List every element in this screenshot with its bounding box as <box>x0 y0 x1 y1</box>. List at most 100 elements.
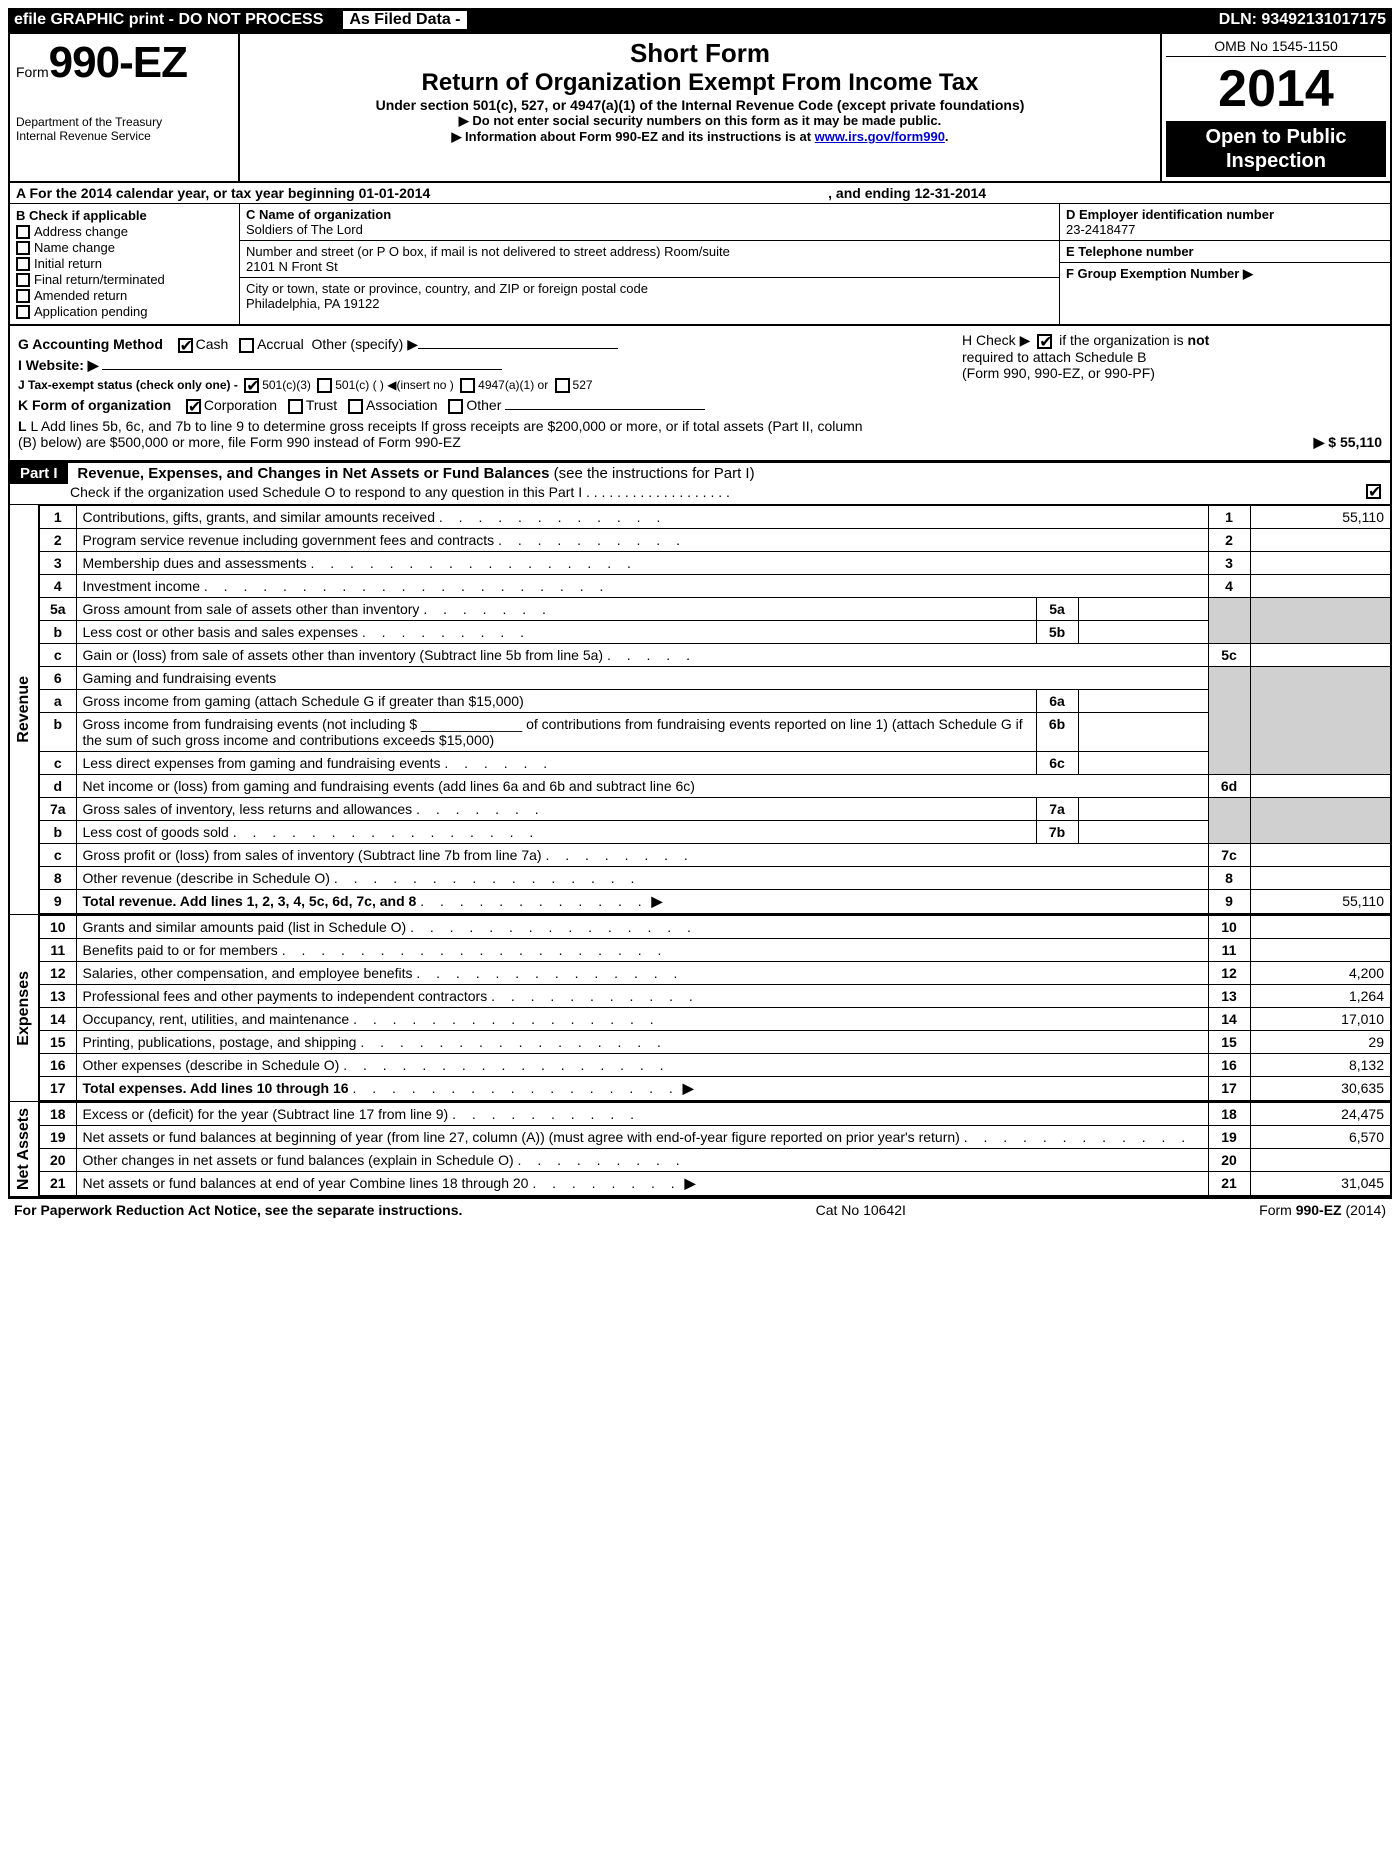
omb-number: OMB No 1545-1150 <box>1166 38 1386 57</box>
ln-4-num: 4 <box>40 575 76 598</box>
part1-sub-text: Check if the organization used Schedule … <box>70 484 730 500</box>
ln-17-desc: Total expenses. Add lines 10 through 16 <box>83 1080 349 1096</box>
line-11: 11Benefits paid to or for members . . . … <box>40 939 1390 962</box>
col-b-checklist: B Check if applicable Address change Nam… <box>10 204 240 324</box>
ln-6c-mv <box>1078 752 1208 775</box>
g-lbl: G Accounting Method <box>18 336 163 352</box>
note-ssn: ▶ Do not enter social security numbers o… <box>250 113 1150 129</box>
chk-cash[interactable] <box>178 338 193 353</box>
chk-501c[interactable] <box>317 378 332 393</box>
ln-7c-val <box>1250 844 1390 867</box>
chk-final-return[interactable]: Final return/terminated <box>16 272 233 287</box>
h-not: not <box>1188 332 1210 348</box>
line-15: 15Printing, publications, postage, and s… <box>40 1031 1390 1054</box>
chk-h-not-required[interactable] <box>1037 334 1052 349</box>
ln-19-val: 6,570 <box>1250 1126 1390 1149</box>
open-public-2: Inspection <box>1168 149 1384 173</box>
revenue-table: 1Contributions, gifts, grants, and simil… <box>40 505 1390 914</box>
group-exemption-block: F Group Exemption Number ▶ <box>1060 263 1390 285</box>
chk-4947[interactable] <box>460 378 475 393</box>
chk-other-org[interactable] <box>448 399 463 414</box>
j-527: 527 <box>573 378 593 392</box>
part1-title-text: Revenue, Expenses, and Changes in Net As… <box>77 465 549 482</box>
group-exemption-lbl: F Group Exemption Number ▶ <box>1066 266 1253 281</box>
ln-5a-mn: 5a <box>1036 598 1078 621</box>
ln-7a-mv <box>1078 798 1208 821</box>
line-5b: bLess cost or other basis and sales expe… <box>40 621 1390 644</box>
ln-9-val: 55,110 <box>1250 890 1390 914</box>
footer-catno: Cat No 10642I <box>816 1202 906 1218</box>
h-prefix: H Check ▶ <box>962 332 1030 348</box>
ln-12-rnum: 12 <box>1208 962 1250 985</box>
revenue-vlabel: Revenue <box>13 672 35 747</box>
line-19: 19Net assets or fund balances at beginni… <box>40 1126 1390 1149</box>
ln-17-num: 17 <box>40 1077 76 1101</box>
city-lbl: City or town, state or province, country… <box>246 281 648 296</box>
irs-link[interactable]: www.irs.gov/form990 <box>815 129 945 144</box>
line-6b: bGross income from fundraising events (n… <box>40 713 1390 752</box>
chk-amended-return-lbl: Amended return <box>34 288 127 303</box>
ln-7b-mv <box>1078 821 1208 844</box>
ln-16-num: 16 <box>40 1054 76 1077</box>
chk-527[interactable] <box>555 378 570 393</box>
line-8: 8Other revenue (describe in Schedule O) … <box>40 867 1390 890</box>
form-outer: Form990-EZ Department of the Treasury In… <box>8 32 1392 1198</box>
line-20: 20Other changes in net assets or fund ba… <box>40 1149 1390 1172</box>
ln-17-rnum: 17 <box>1208 1077 1250 1101</box>
ln-9-desc: Total revenue. Add lines 1, 2, 3, 4, 5c,… <box>83 893 417 909</box>
chk-association[interactable] <box>348 399 363 414</box>
ln-8-desc: Other revenue (describe in Schedule O) <box>83 870 330 886</box>
revenue-block: Revenue 1Contributions, gifts, grants, a… <box>10 504 1390 914</box>
ln-5b-num: b <box>40 621 76 644</box>
main-title: Return of Organization Exempt From Incom… <box>250 69 1150 97</box>
ln-21-rnum: 21 <box>1208 1172 1250 1196</box>
ln-15-desc: Printing, publications, postage, and shi… <box>83 1034 357 1050</box>
chk-501c3[interactable] <box>244 378 259 393</box>
h-mid: if the organization is <box>1059 332 1187 348</box>
footer-form-post: (2014) <box>1342 1202 1386 1218</box>
ln-18-rnum: 18 <box>1208 1103 1250 1126</box>
expenses-table: 10Grants and similar amounts paid (list … <box>40 915 1390 1101</box>
note-info: ▶ Information about Form 990-EZ and its … <box>250 129 1150 145</box>
chk-schedule-o[interactable] <box>1366 484 1381 499</box>
j-lbl: J Tax-exempt status (check only one) - <box>18 378 238 392</box>
ln-16-desc: Other expenses (describe in Schedule O) <box>83 1057 340 1073</box>
line-10: 10Grants and similar amounts paid (list … <box>40 916 1390 939</box>
chk-trust[interactable] <box>288 399 303 414</box>
ln-13-val: 1,264 <box>1250 985 1390 1008</box>
ln-19-num: 19 <box>40 1126 76 1149</box>
ln-18-num: 18 <box>40 1103 76 1126</box>
section-ghijkl: H Check ▶ if the organization is not req… <box>10 326 1390 461</box>
chk-initial-return-lbl: Initial return <box>34 256 102 271</box>
phone-block: E Telephone number <box>1060 241 1390 263</box>
ln-5a-mv <box>1078 598 1208 621</box>
line-18: 18Excess or (deficit) for the year (Subt… <box>40 1103 1390 1126</box>
ln-3-val <box>1250 552 1390 575</box>
i-website-line <box>102 369 502 370</box>
chk-amended-return[interactable]: Amended return <box>16 288 233 303</box>
i-lbl: I Website: ▶ <box>18 357 99 373</box>
ln-6b-mv <box>1078 713 1208 752</box>
line-7c: cGross profit or (loss) from sales of in… <box>40 844 1390 867</box>
org-name-val: Soldiers of The Lord <box>246 222 363 237</box>
chk-final-return-lbl: Final return/terminated <box>34 272 165 287</box>
g-other-line <box>418 348 618 349</box>
chk-address-change[interactable]: Address change <box>16 224 233 239</box>
chk-application-pending[interactable]: Application pending <box>16 304 233 319</box>
line-6c: cLess direct expenses from gaming and fu… <box>40 752 1390 775</box>
part1-header-row: Part I Revenue, Expenses, and Changes in… <box>10 461 1390 504</box>
chk-corporation[interactable] <box>186 399 201 414</box>
chk-initial-return[interactable]: Initial return <box>16 256 233 271</box>
ln-5ab-grey-val <box>1250 598 1390 644</box>
netassets-vlabel: Net Assets <box>13 1104 35 1194</box>
chk-name-change[interactable]: Name change <box>16 240 233 255</box>
h-check-block: H Check ▶ if the organization is not req… <box>962 332 1382 381</box>
note-info-pre: ▶ Information about Form 990-EZ and its … <box>451 129 814 144</box>
ln-21-val: 31,045 <box>1250 1172 1390 1196</box>
part1-title: Revenue, Expenses, and Changes in Net As… <box>71 463 760 484</box>
chk-accrual[interactable] <box>239 338 254 353</box>
line-6a: aGross income from gaming (attach Schedu… <box>40 690 1390 713</box>
footer-paperwork: For Paperwork Reduction Act Notice, see … <box>14 1202 462 1218</box>
subtitle: Under section 501(c), 527, or 4947(a)(1)… <box>250 97 1150 113</box>
ln-6d-desc: Net income or (loss) from gaming and fun… <box>83 778 695 794</box>
